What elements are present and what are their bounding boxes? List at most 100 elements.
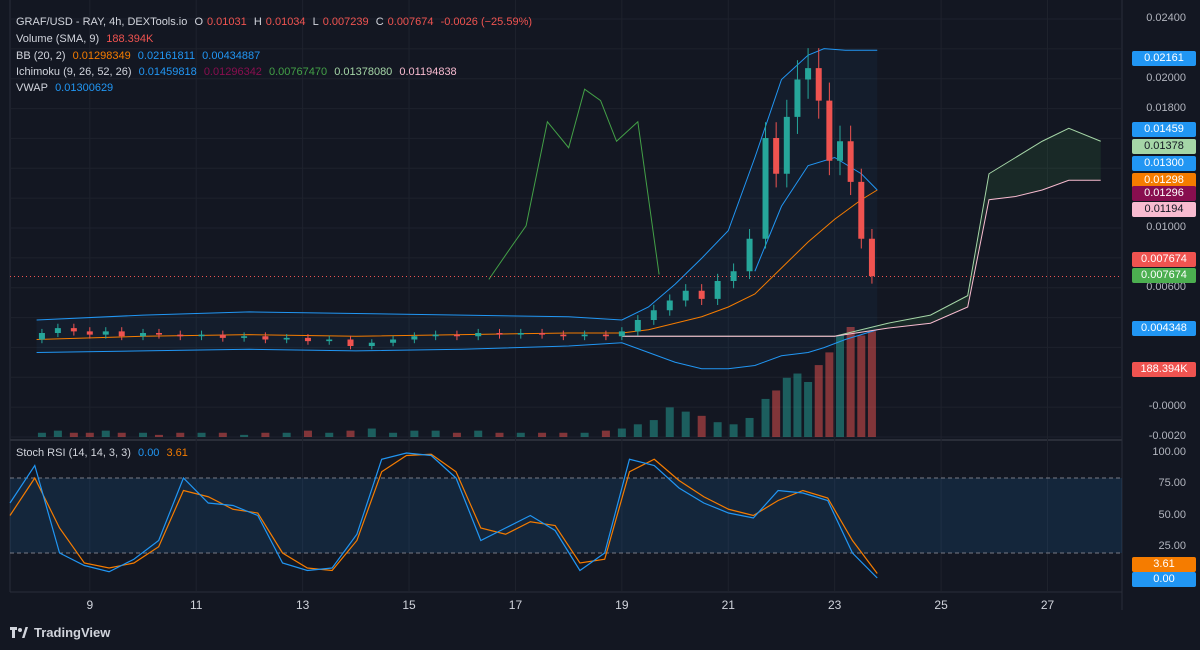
volume-bar (367, 428, 376, 437)
time-tick: 9 (86, 598, 94, 612)
series-line-bb-basis (36, 189, 878, 340)
candle-body (868, 238, 875, 277)
candle-body (858, 181, 865, 239)
ichimoku-v2: 0.01296342 (203, 66, 262, 78)
candle-body (432, 334, 439, 337)
bb-legend[interactable]: BB (20, 2) 0.01298349 0.02161811 0.00434… (16, 48, 264, 64)
price-tag[interactable]: 0.007674 (1132, 252, 1196, 267)
volume-bar (793, 373, 802, 437)
candle-body (714, 281, 721, 299)
high-label: H (253, 16, 262, 28)
candle-body (826, 100, 833, 161)
candle-body (118, 331, 125, 337)
time-tick: 13 (295, 598, 310, 612)
time-tick: 19 (615, 598, 629, 612)
candle-body (634, 320, 641, 332)
stoch-tag[interactable]: 0.00 (1132, 572, 1196, 587)
volume-bar (559, 432, 568, 437)
stoch-legend[interactable]: Stoch RSI (14, 14, 3, 3) 0.00 3.61 (16, 445, 192, 461)
volume-bar (617, 428, 626, 437)
price-tick: 0.00600 (1146, 280, 1186, 293)
candle-body (140, 333, 147, 337)
volume-label: Volume (SMA, 9) (16, 33, 100, 45)
price-tag[interactable]: 0.01459 (1132, 122, 1196, 137)
time-tick: 27 (1040, 598, 1055, 612)
candle-body (390, 339, 397, 343)
candle-body (54, 328, 61, 333)
candle-body (368, 342, 375, 346)
low-label: L (312, 16, 319, 28)
series-line-ichimoku-span-b (621, 179, 1101, 337)
price-tag[interactable]: 0.004348 (1132, 321, 1196, 336)
price-tag[interactable]: 0.02161 (1132, 51, 1196, 66)
price-tag[interactable]: 0.01378 (1132, 139, 1196, 154)
open-value: 0.01031 (207, 16, 247, 28)
volume-bar (282, 432, 291, 437)
volume-bar (713, 422, 722, 437)
candle-body (177, 334, 184, 337)
candle-body (602, 334, 609, 337)
candle-body (241, 336, 248, 338)
volume-bar (857, 335, 866, 437)
tradingview-logo[interactable]: TradingView (10, 625, 110, 640)
ichimoku-v3: 0.00767470 (269, 66, 328, 78)
volume-bar (846, 327, 855, 437)
candle-body (581, 334, 588, 337)
candle-body (746, 238, 753, 272)
volume-bar (346, 430, 355, 437)
candle-body (618, 331, 625, 337)
volume-bar (761, 398, 770, 437)
volume-bar (431, 430, 440, 437)
ichimoku-label: Ichimoku (9, 26, 52, 26) (16, 66, 132, 78)
volume-bar (218, 432, 227, 437)
stoch-tag[interactable]: 3.61 (1132, 557, 1196, 572)
low-value: 0.007239 (322, 16, 369, 28)
volume-bar (53, 430, 62, 437)
candle-body (198, 334, 205, 337)
volume-bar (601, 430, 610, 437)
vwap-value: 0.01300629 (55, 82, 114, 94)
price-tick: 0.02000 (1146, 71, 1186, 84)
volume-bar (197, 432, 206, 437)
price-tag[interactable]: 0.01194 (1132, 202, 1196, 217)
candle-body (496, 333, 503, 335)
vwap-legend[interactable]: VWAP 0.01300629 (16, 80, 117, 96)
candle-body (650, 310, 657, 320)
volume-bar (538, 432, 547, 437)
stoch-label: Stoch RSI (14, 14, 3, 3) (16, 447, 131, 459)
price-tag[interactable]: 188.394K (1132, 362, 1196, 377)
candle-body (283, 337, 290, 340)
time-tick: 23 (828, 598, 842, 612)
volume-bar (240, 434, 249, 437)
volume-bar (495, 432, 504, 437)
candle-body (783, 116, 790, 174)
stoch-tick: 100.00 (1152, 446, 1186, 458)
volume-bar (452, 432, 461, 437)
ichimoku-v4: 0.01378080 (334, 66, 393, 78)
price-tag[interactable]: 0.01300 (1132, 156, 1196, 171)
ichimoku-legend[interactable]: Ichimoku (9, 26, 52, 26) 0.01459818 0.01… (16, 64, 461, 80)
price-tag[interactable]: 0.01298 (1132, 173, 1196, 188)
ichimoku-v1: 0.01459818 (138, 66, 197, 78)
volume-bar (410, 430, 419, 437)
volume-value: 188.394K (106, 33, 154, 45)
candle-body (560, 334, 567, 337)
time-tick: 21 (721, 598, 735, 612)
volume-bar (633, 424, 642, 437)
stoch-k-value: 0.00 (138, 447, 160, 459)
tradingview-icon (10, 627, 28, 638)
volume-bar (325, 432, 334, 437)
price-tag[interactable]: 0.01296 (1132, 186, 1196, 201)
candle-body (475, 333, 482, 337)
volume-bar (867, 331, 876, 437)
price-tick: -0.0020 (1148, 430, 1186, 442)
price-tag[interactable]: 0.007674 (1132, 268, 1196, 283)
candle-body (762, 138, 769, 239)
candle-body (847, 141, 854, 182)
volume-bar (580, 432, 589, 437)
volume-legend[interactable]: Volume (SMA, 9) 188.394K (16, 31, 157, 47)
bb-label: BB (20, 2) (16, 50, 66, 62)
volume-bar (516, 432, 525, 437)
